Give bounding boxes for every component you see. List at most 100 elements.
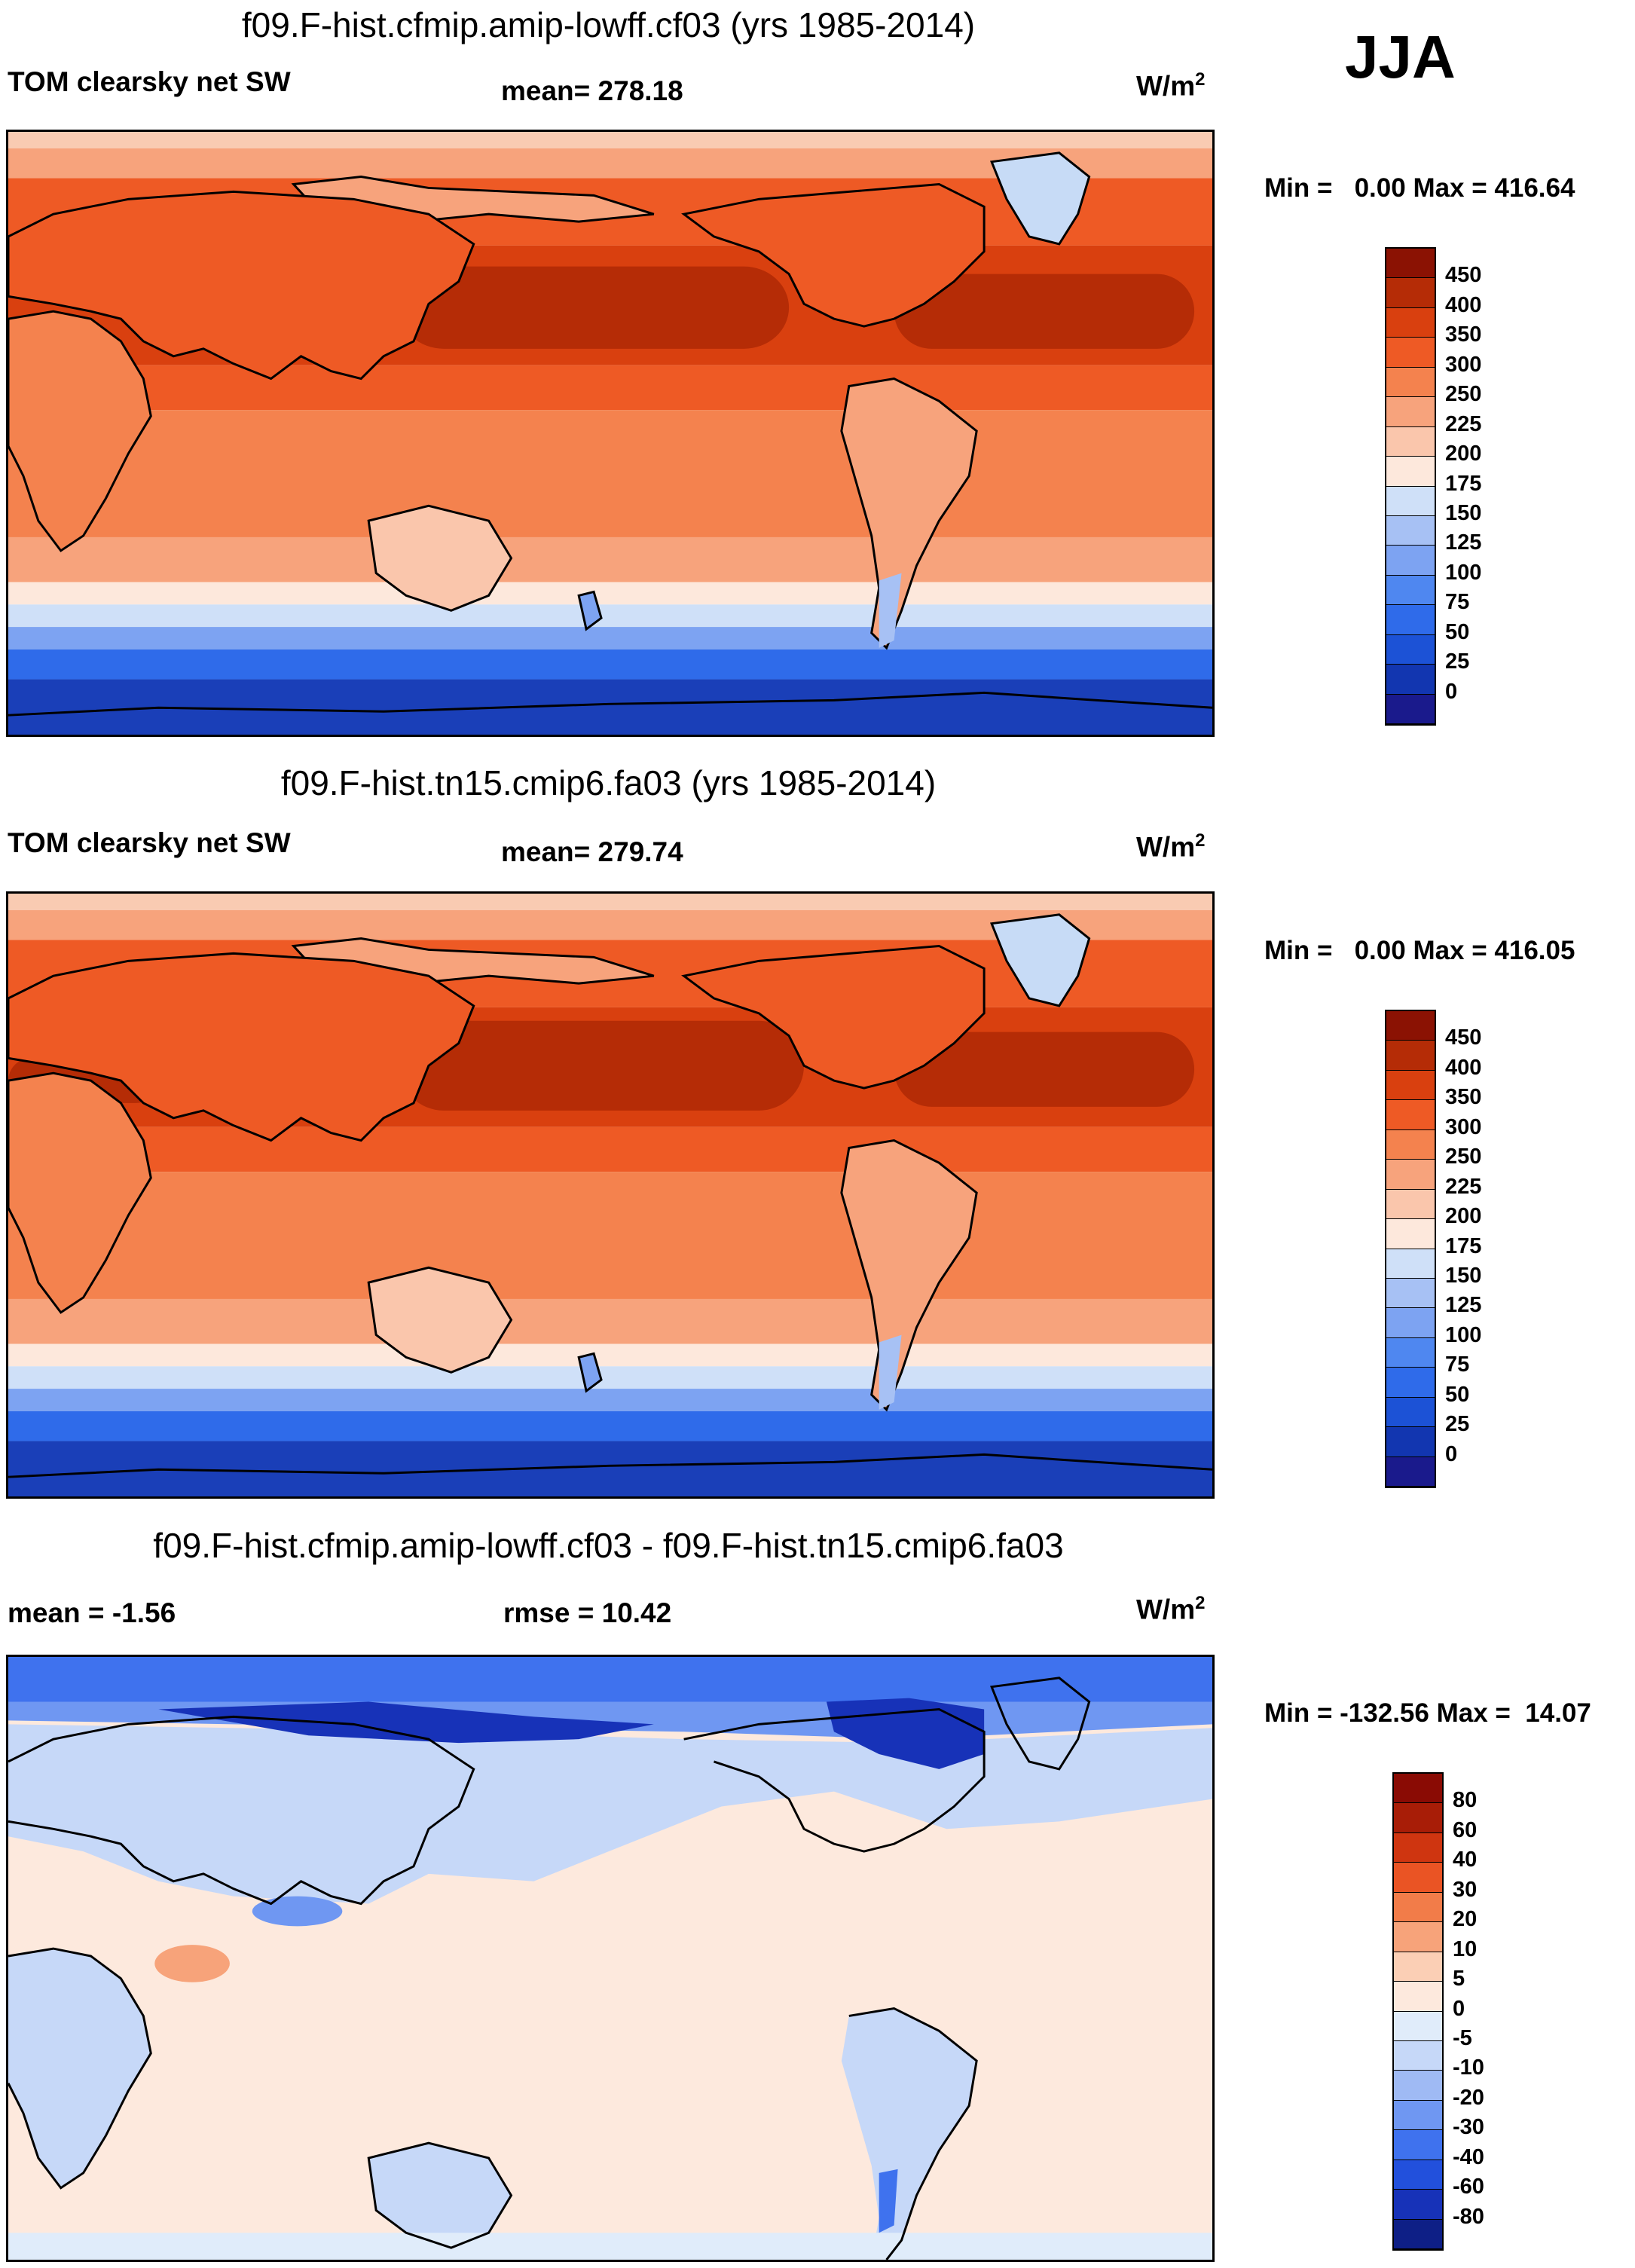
panel2-map — [6, 891, 1215, 1499]
colorbar-segment — [1386, 694, 1435, 724]
colorbar-tick-label: 75 — [1445, 590, 1470, 615]
colorbar-tick-label: 250 — [1445, 1145, 1482, 1169]
colorbar-tick-label: 25 — [1445, 1412, 1470, 1437]
colorbar-tick-label: 350 — [1445, 322, 1482, 347]
panel2-map-canvas — [8, 894, 1212, 1496]
colorbar-segment — [1394, 2071, 1442, 2101]
colorbar-segment — [1386, 546, 1435, 576]
panel1-title: f09.F-hist.cfmip.amip-lowff.cf03 (yrs 19… — [241, 5, 976, 44]
panel1-mean-label: mean= 278.18 — [501, 75, 683, 106]
colorbar-segment — [1394, 1922, 1442, 1952]
panel1-units: W/m2 — [1136, 69, 1206, 102]
colorbar-tick-label: 200 — [1445, 442, 1482, 466]
colorbar-tick-label: 225 — [1445, 411, 1482, 436]
colorbar-tick-label: 350 — [1445, 1085, 1482, 1110]
colorbar-tick-label: 300 — [1445, 352, 1482, 377]
colorbar-tick-label: 20 — [1453, 1907, 1478, 1932]
colorbar-segment — [1386, 1368, 1435, 1398]
colorbar-segment — [1394, 2100, 1442, 2131]
panel1-map — [6, 130, 1215, 737]
colorbar-segment — [1394, 1774, 1442, 1804]
colorbar-segment — [1394, 1952, 1442, 1982]
colorbar-segment — [1386, 397, 1435, 427]
colorbar-tick-label: 0 — [1445, 679, 1458, 704]
panel1-map-canvas — [8, 132, 1212, 735]
colorbar-segment — [1386, 634, 1435, 665]
panel1-colorbar — [1385, 247, 1436, 726]
colorbar-segment — [1386, 1070, 1435, 1101]
panel3-mean-label: mean = -1.56 — [8, 1597, 176, 1628]
colorbar-segment — [1386, 605, 1435, 635]
colorbar-tick-label: 150 — [1445, 1263, 1482, 1288]
colorbar-tick-label: 5 — [1453, 1967, 1465, 1991]
colorbar-segment — [1386, 1129, 1435, 1160]
colorbar-segment — [1386, 338, 1435, 368]
colorbar-tick-label: 400 — [1445, 1055, 1482, 1080]
colorbar-segment — [1394, 1863, 1442, 1893]
colorbar-segment — [1386, 1249, 1435, 1279]
colorbar-segment — [1386, 515, 1435, 546]
colorbar-segment — [1386, 1100, 1435, 1130]
colorbar-tick-label: 175 — [1445, 1233, 1482, 1258]
colorbar-tick-label: 450 — [1445, 1025, 1482, 1050]
colorbar-tick-label: -30 — [1453, 2115, 1484, 2140]
colorbar-tick-label: 0 — [1445, 1441, 1458, 1466]
colorbar-tick-label: -40 — [1453, 2144, 1484, 2169]
colorbar-segment — [1394, 1982, 1442, 2012]
panel3-colorbar — [1392, 1772, 1444, 2251]
colorbar-segment — [1394, 2011, 1442, 2041]
colorbar-tick-label: 25 — [1445, 650, 1470, 674]
panel2-units: W/m2 — [1136, 830, 1206, 863]
colorbar-tick-label: 80 — [1453, 1788, 1478, 1813]
panel3-map-canvas — [8, 1657, 1212, 2260]
colorbar-segment — [1386, 665, 1435, 695]
colorbar-tick-label: -80 — [1453, 2204, 1484, 2229]
colorbar-tick-label: 450 — [1445, 263, 1482, 288]
colorbar-tick-label: 60 — [1453, 1817, 1478, 1842]
colorbar-tick-label: 100 — [1445, 1322, 1482, 1347]
colorbar-segment — [1394, 2190, 1442, 2220]
colorbar-segment — [1386, 457, 1435, 487]
colorbar-segment — [1386, 1189, 1435, 1220]
panel2-mean-label: mean= 279.74 — [501, 836, 683, 867]
colorbar-tick-label: 125 — [1445, 530, 1482, 555]
colorbar-segment — [1394, 2040, 1442, 2071]
panel1-variable-label: TOM clearsky net SW — [8, 66, 291, 97]
colorbar-segment — [1386, 575, 1435, 606]
colorbar-segment — [1386, 1041, 1435, 1071]
colorbar-segment — [1386, 367, 1435, 398]
colorbar-tick-label: 125 — [1445, 1293, 1482, 1318]
colorbar-tick-label: 225 — [1445, 1174, 1482, 1199]
colorbar-tick-label: -5 — [1453, 2025, 1472, 2050]
colorbar-segment — [1386, 1219, 1435, 1249]
colorbar-segment — [1386, 1308, 1435, 1338]
colorbar-tick-label: 75 — [1445, 1353, 1470, 1377]
colorbar-tick-label: 100 — [1445, 560, 1482, 585]
colorbar-segment — [1394, 1803, 1442, 1833]
colorbar-tick-label: 50 — [1445, 619, 1470, 644]
colorbar-tick-label: 200 — [1445, 1204, 1482, 1229]
colorbar-tick-label: 400 — [1445, 292, 1482, 317]
panel1-min-max: Min = 0.00 Max = 416.64 — [1264, 173, 1575, 203]
colorbar-segment — [1386, 1456, 1435, 1487]
colorbar-segment — [1386, 1337, 1435, 1368]
colorbar-segment — [1394, 1892, 1442, 1923]
panel3-min-max: Min = -132.56 Max = 14.07 — [1264, 1698, 1591, 1728]
colorbar-tick-label: 40 — [1453, 1848, 1478, 1872]
colorbar-tick-label: 50 — [1445, 1382, 1470, 1407]
colorbar-segment — [1386, 426, 1435, 457]
panel2-title: f09.F-hist.tn15.cmip6.fa03 (yrs 1985-201… — [280, 763, 937, 802]
colorbar-segment — [1386, 1278, 1435, 1309]
colorbar-segment — [1394, 2219, 1442, 2249]
colorbar-segment — [1394, 2130, 1442, 2160]
colorbar-segment — [1394, 1832, 1442, 1863]
colorbar-tick-label: 10 — [1453, 1936, 1478, 1961]
colorbar-segment — [1386, 486, 1435, 516]
colorbar-segment — [1386, 307, 1435, 338]
colorbar-tick-label: -60 — [1453, 2175, 1484, 2199]
colorbar-tick-label: -10 — [1453, 2056, 1484, 2080]
panel2-colorbar — [1385, 1010, 1436, 1488]
colorbar-tick-label: 150 — [1445, 500, 1482, 525]
colorbar-segment — [1394, 2159, 1442, 2190]
colorbar-tick-label: 175 — [1445, 471, 1482, 496]
